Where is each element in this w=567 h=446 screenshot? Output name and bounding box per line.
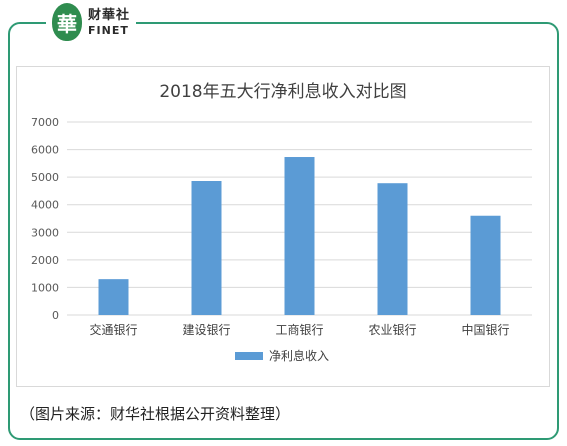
legend-label: 净利息收入 <box>269 348 329 363</box>
logo-name-en: FINET <box>88 23 129 37</box>
finet-logo-text: 财華社 FINET <box>88 9 130 36</box>
y-tick-label: 7000 <box>31 116 59 129</box>
chart-legend: 净利息收入 <box>235 348 329 363</box>
chart-title: 2018年五大行净利息收入对比图 <box>159 82 406 102</box>
finet-logo-mark: 華 <box>52 3 82 41</box>
bar <box>377 183 408 315</box>
y-axis-ticks: 0 1000 2000 3000 4000 5000 6000 7000 <box>31 116 59 322</box>
bar <box>284 157 315 315</box>
y-tick-label: 6000 <box>31 144 59 157</box>
y-tick-label: 2000 <box>31 254 59 267</box>
chart-panel: 2018年五大行净利息收入对比图 0 1000 2000 3000 4000 5000 60… <box>16 66 550 387</box>
bar <box>191 181 222 315</box>
bar-chart: 2018年五大行净利息收入对比图 0 1000 2000 3000 4000 5000 60… <box>31 82 532 363</box>
source-note: （图片来源：财华社根据公开资料整理） <box>20 405 291 423</box>
x-tick-label: 中国银行 <box>461 322 509 337</box>
bar <box>98 279 129 315</box>
y-tick-label: 1000 <box>31 281 59 294</box>
x-tick-label: 工商银行 <box>275 322 323 337</box>
y-tick-label: 5000 <box>31 171 59 184</box>
x-tick-label: 农业银行 <box>368 323 416 337</box>
finet-logo: 華 财華社 FINET <box>46 2 137 42</box>
y-tick-label: 4000 <box>31 199 59 212</box>
y-tick-label: 3000 <box>31 226 59 239</box>
legend-swatch <box>235 352 263 360</box>
x-tick-label: 交通银行 <box>89 322 137 337</box>
x-axis-ticks: 交通银行 建设银行 工商银行 农业银行 中国银行 <box>89 322 509 337</box>
chart-bars <box>98 157 501 315</box>
bar <box>470 215 501 315</box>
logo-name-cn: 财華社 <box>88 7 131 23</box>
x-tick-label: 建设银行 <box>182 323 230 337</box>
y-tick-label: 0 <box>52 309 59 322</box>
